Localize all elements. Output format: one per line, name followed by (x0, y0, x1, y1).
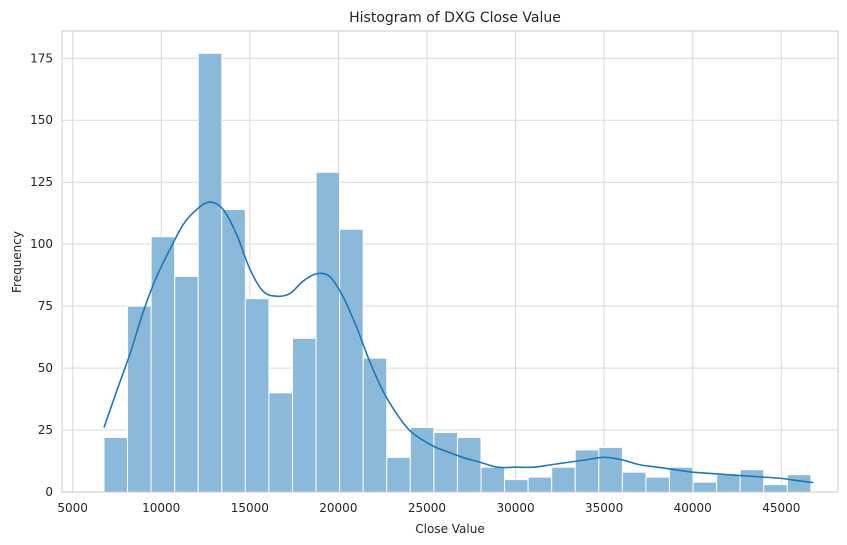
histogram-bar (716, 474, 741, 493)
y-tick-label: 25 (38, 423, 53, 437)
x-tick-label: 10000 (142, 501, 180, 515)
histogram-bar (645, 476, 671, 493)
y-tick-label: 125 (30, 175, 53, 189)
x-tick-label: 30000 (496, 501, 534, 515)
histogram-bar (150, 236, 176, 493)
x-tick-label: 5000 (57, 501, 88, 515)
y-tick-label: 75 (38, 299, 53, 313)
x-tick-label: 15000 (231, 501, 269, 515)
kde-line (103, 201, 814, 484)
x-tick-label: 35000 (585, 501, 623, 515)
histogram-bar (598, 446, 623, 493)
histogram-bar (621, 471, 647, 493)
x-axis-title: Close Value (415, 522, 484, 536)
histogram-bar (433, 432, 458, 493)
x-tick-label: 25000 (408, 501, 446, 515)
histogram-bar (456, 436, 482, 493)
histogram-bar (480, 466, 506, 493)
histogram-bar (409, 427, 435, 493)
histogram-bar (103, 436, 129, 493)
bars (103, 52, 812, 493)
histogram-bar (527, 476, 553, 493)
histogram-bar (174, 275, 199, 493)
kde-curve (103, 201, 814, 484)
histogram-bar (362, 357, 388, 493)
histogram-bar (268, 392, 293, 493)
chart-title: Histogram of DXG Close Value (349, 10, 561, 26)
histogram-bar (786, 474, 812, 493)
histogram-bar (127, 305, 152, 493)
histogram-bar (197, 52, 223, 493)
histogram-bar (504, 479, 529, 493)
histogram-bar (574, 449, 600, 493)
y-tick-label: 150 (30, 113, 53, 127)
histogram-bar (386, 456, 411, 493)
y-axis-title: Frequency (10, 231, 24, 293)
histogram-bar (221, 208, 246, 493)
x-tick-label: 45000 (762, 501, 800, 515)
plot-frame (61, 30, 839, 493)
x-tick-label: 40000 (674, 501, 712, 515)
y-tick-label: 175 (30, 51, 53, 65)
histogram-bar (692, 481, 718, 493)
histogram-bar (291, 337, 317, 493)
y-tick-labels: 0 25 50 75 100 125 150 175 (30, 51, 53, 499)
histogram-bar (339, 228, 364, 493)
histogram-bar (739, 469, 765, 493)
plot-border (61, 30, 839, 493)
histogram-bar (244, 298, 270, 493)
histogram-bar (551, 466, 576, 493)
x-tick-label: 20000 (319, 501, 357, 515)
y-tick-label: 100 (30, 237, 53, 251)
y-tick-label: 50 (38, 361, 53, 375)
x-tick-labels: 5000 10000 15000 20000 25000 30000 35000 40000 4… (57, 501, 800, 515)
histogram-bar (763, 484, 788, 493)
histogram-bar (315, 171, 341, 493)
y-tick-label: 0 (45, 485, 53, 499)
